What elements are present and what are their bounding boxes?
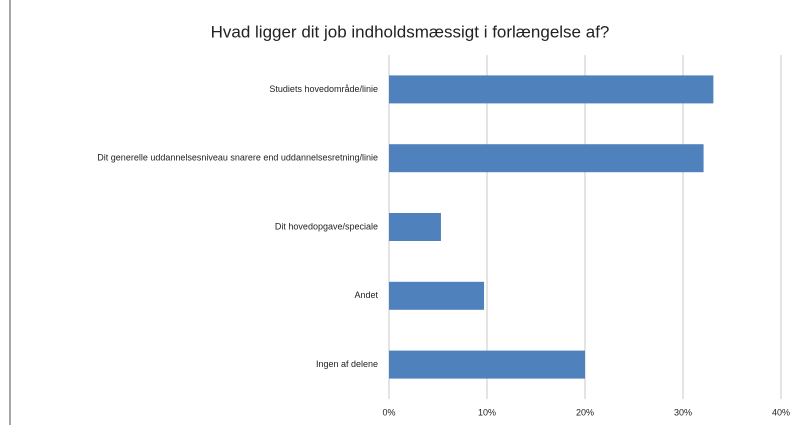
x-tick-label: 20% <box>576 407 594 417</box>
x-tick-label: 40% <box>772 407 790 417</box>
y-tick-label: Andet <box>354 290 378 300</box>
chart-title: Hvad ligger dit job indholdsmæssigt i fo… <box>211 22 610 41</box>
x-tick-label: 10% <box>478 407 496 417</box>
x-tick-label: 0% <box>382 407 395 417</box>
y-tick-label: Ingen af delene <box>316 359 378 369</box>
y-tick-label: Studiets hovedområde/linie <box>269 84 378 94</box>
bar <box>389 350 585 379</box>
x-tick-label: 30% <box>674 407 692 417</box>
bar <box>389 75 714 104</box>
bar <box>389 213 441 241</box>
y-tick-label: Dit generelle uddannelsesniveau snarere … <box>97 153 378 163</box>
bar <box>389 281 485 310</box>
y-tick-label: Dit hovedopgave/speciale <box>275 221 378 231</box>
bar <box>389 144 704 173</box>
